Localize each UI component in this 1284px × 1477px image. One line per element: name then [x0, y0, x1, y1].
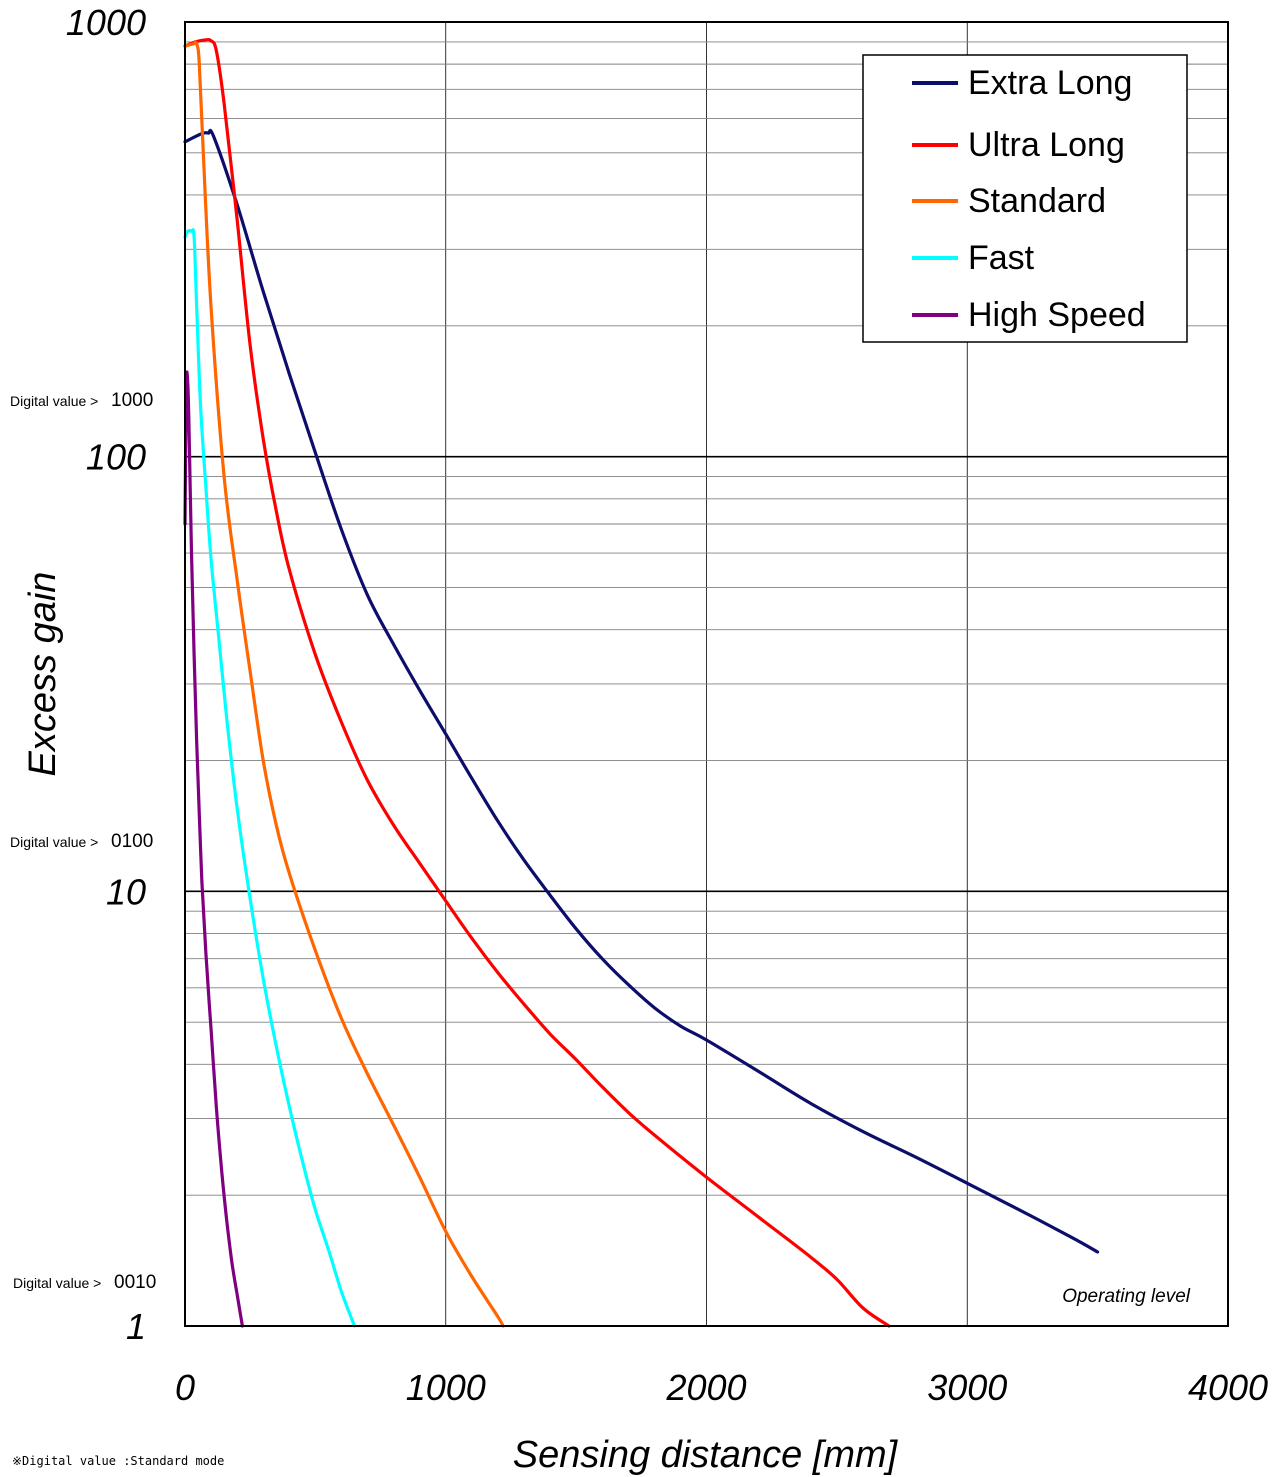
x-tick-label: 0	[175, 1367, 195, 1408]
footnote: ※Digital value :Standard mode	[12, 1454, 224, 1468]
legend-box	[862, 54, 1188, 343]
legend: Extra Long Ultra Long Standard Fast High Spe…	[862, 54, 1188, 343]
x-tick-label: 1000	[406, 1367, 486, 1408]
operating-level-annotation: Operating level	[1062, 1286, 1191, 1307]
x-tick-label: 3000	[927, 1367, 1007, 1408]
digital-value-prefix: Digital value >	[13, 1275, 101, 1291]
data-curves	[183, 37, 1100, 1328]
series-line-standard	[183, 40, 505, 1328]
digital-value-prefix: Digital value >	[10, 834, 98, 850]
digital-value-label-0010: Digital value > 0010	[13, 1272, 156, 1293]
digital-value-number: 1000	[111, 390, 153, 411]
series-line-ultra-long	[183, 37, 891, 1328]
digital-value-number: 0100	[111, 831, 153, 852]
y-tick-label: 10	[106, 871, 146, 912]
y-tick-label: 100	[86, 437, 146, 478]
digital-value-label-1000: Digital value > 1000	[10, 390, 153, 411]
legend-label-high-speed: High Speed	[968, 296, 1146, 334]
plot-area-border	[184, 21, 1229, 1327]
series-line-high-speed	[183, 370, 244, 1328]
y-tick-label: 1	[126, 1306, 146, 1347]
legend-label-standard: Standard	[968, 182, 1106, 220]
x-tick-label: 4000	[1188, 1367, 1268, 1408]
series-line-extra-long	[183, 128, 1100, 1254]
digital-value-prefix: Digital value >	[10, 393, 98, 409]
y-tick-label: 1000	[66, 2, 146, 43]
series-line-fast	[183, 228, 357, 1328]
y-tick-labels: 1 10 100 1000	[66, 2, 146, 1347]
legend-label-extra-long: Extra Long	[968, 64, 1132, 102]
x-tick-label: 2000	[665, 1367, 746, 1408]
digital-value-number: 0010	[114, 1272, 156, 1293]
x-tick-labels: 0 1000 2000 3000 4000	[175, 1367, 1268, 1408]
digital-value-label-0100: Digital value > 0100	[10, 831, 153, 852]
x-axis-title: Sensing distance [mm]	[513, 1434, 899, 1476]
y-axis-title: Excess gain	[22, 572, 64, 777]
legend-label-ultra-long: Ultra Long	[968, 126, 1125, 164]
legend-label-fast: Fast	[968, 239, 1035, 277]
